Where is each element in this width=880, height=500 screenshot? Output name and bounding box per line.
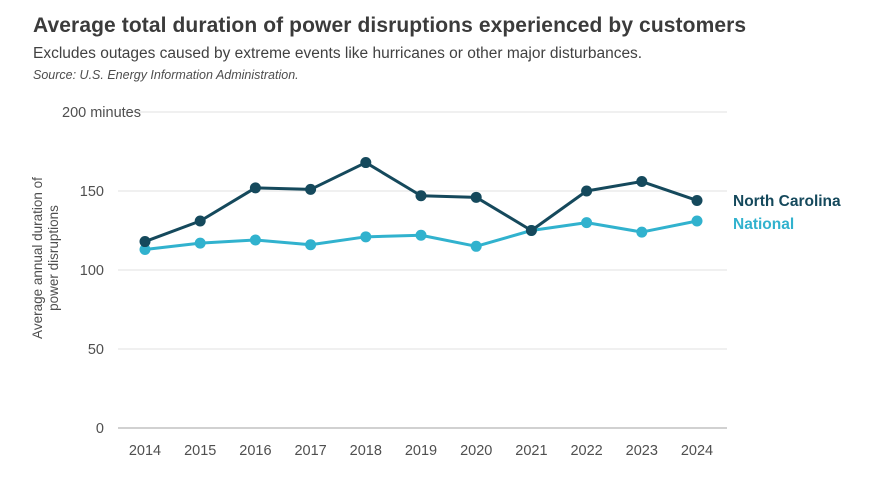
x-tick-label-2024: 2024: [681, 443, 713, 459]
y-tick-label-50: 50: [88, 342, 104, 358]
x-tick-label-2023: 2023: [626, 443, 658, 459]
x-tick-label-2016: 2016: [239, 443, 271, 459]
y-axis-label: Average annual duration ofpower disrupti…: [30, 177, 61, 339]
chart-header: Average total duration of power disrupti…: [33, 14, 853, 82]
line-chart: 0 50 100 150 200 minutes Average annual durat…: [0, 80, 880, 500]
x-tick-label-2018: 2018: [350, 443, 382, 459]
data-point-north-carolina-2021: [525, 225, 537, 236]
data-point-north-carolina-2020: [470, 191, 482, 203]
line-chart-svg: 0 50 100 150 200 minutes Average annual durat…: [30, 105, 841, 459]
legend-label-national: National: [733, 216, 794, 233]
data-point-north-carolina-2022: [581, 185, 593, 197]
data-point-national-2019: [415, 229, 427, 241]
y-axis-top-label: 200 minutes: [62, 105, 141, 121]
legend-label-north-carolina: North Carolina: [733, 193, 841, 210]
x-tick-label-2017: 2017: [294, 443, 326, 459]
data-point-national-2023: [636, 226, 648, 238]
data-point-north-carolina-2015: [194, 215, 206, 227]
data-point-national-2015: [194, 237, 206, 249]
x-tick-label-2015: 2015: [184, 443, 216, 459]
data-point-national-2017: [305, 239, 317, 251]
data-point-north-carolina-2019: [415, 190, 427, 202]
data-point-national-2022: [581, 217, 593, 229]
x-tick-label-2019: 2019: [405, 443, 437, 459]
data-point-national-2024: [691, 215, 703, 227]
data-point-national-2016: [249, 234, 261, 246]
x-tick-label-2020: 2020: [460, 443, 492, 459]
data-point-north-carolina-2016: [249, 182, 261, 194]
x-tick-label-2014: 2014: [129, 443, 161, 459]
chart-title: Average total duration of power disrupti…: [33, 14, 747, 37]
data-point-north-carolina-2017: [305, 183, 317, 195]
data-point-national-2018: [360, 231, 372, 243]
data-point-north-carolina-2023: [636, 176, 648, 188]
data-point-national-2014: [139, 243, 151, 255]
x-tick-label-2022: 2022: [570, 443, 602, 459]
chart-subtitle: Excludes outages caused by extreme event…: [33, 45, 643, 62]
y-tick-label-100: 100: [80, 263, 104, 279]
y-tick-label-150: 150: [80, 184, 104, 200]
data-point-national-2020: [470, 240, 482, 252]
x-tick-label-2021: 2021: [515, 443, 547, 459]
y-tick-label-0: 0: [96, 421, 104, 437]
data-point-north-carolina-2014: [139, 236, 151, 248]
chart-source: Source: U.S. Energy Information Administ…: [33, 68, 299, 82]
series-line-north-carolina: [143, 161, 699, 244]
data-point-north-carolina-2024: [691, 194, 703, 206]
data-point-north-carolina-2018: [360, 157, 372, 169]
